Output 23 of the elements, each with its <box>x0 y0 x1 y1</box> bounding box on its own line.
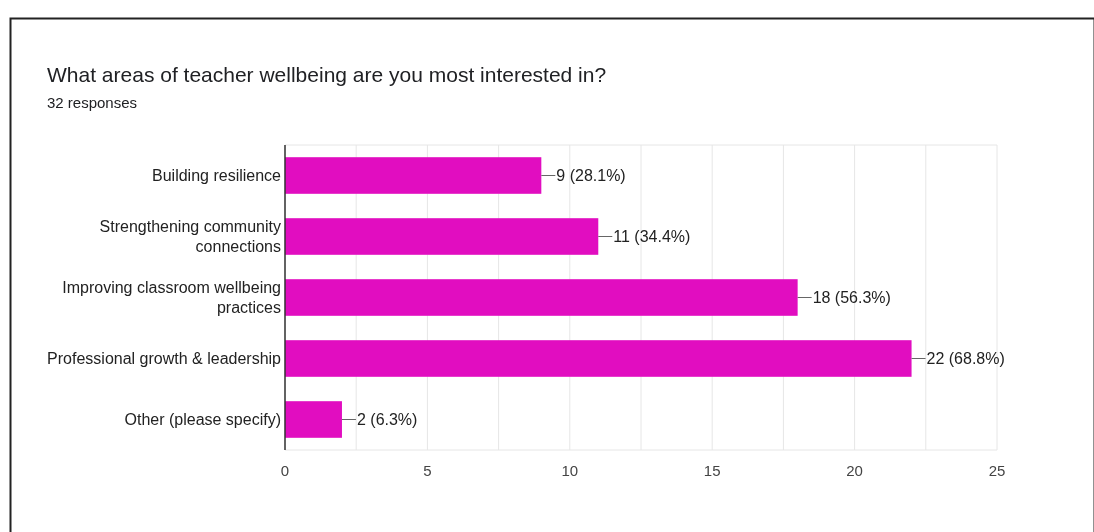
x-tick-label: 10 <box>561 462 579 479</box>
y-tick-label: Improving classroom wellbeing practices <box>62 279 281 317</box>
bar <box>285 157 542 194</box>
bar <box>285 401 342 438</box>
data-label: 18 (56.3%) <box>812 289 891 307</box>
x-tick-label: 15 <box>703 462 721 479</box>
chart-title: What areas of teacher wellbeing are you most interested in? <box>47 63 607 86</box>
bar <box>285 340 912 377</box>
y-tick-label: Other (please specify) <box>124 411 281 429</box>
y-tick-label: Professional growth & leadership <box>47 350 282 368</box>
x-tick-label: 0 <box>280 462 290 479</box>
data-label: 9 (28.1%) <box>556 167 626 185</box>
bar <box>285 279 798 316</box>
data-label: 22 (68.8%) <box>926 350 1005 368</box>
data-label: 11 (34.4%) <box>613 228 691 246</box>
x-tick-label: 5 <box>423 462 432 479</box>
y-tick-label: Building resilience <box>152 167 282 185</box>
x-tick-label: 25 <box>988 462 1006 479</box>
data-label: 2 (6.3%) <box>356 411 418 429</box>
text: 32 responses <box>47 94 138 111</box>
x-tick-label: 20 <box>846 462 863 479</box>
bar <box>285 218 599 255</box>
y-tick-label: Strengthening community connections <box>99 218 281 256</box>
